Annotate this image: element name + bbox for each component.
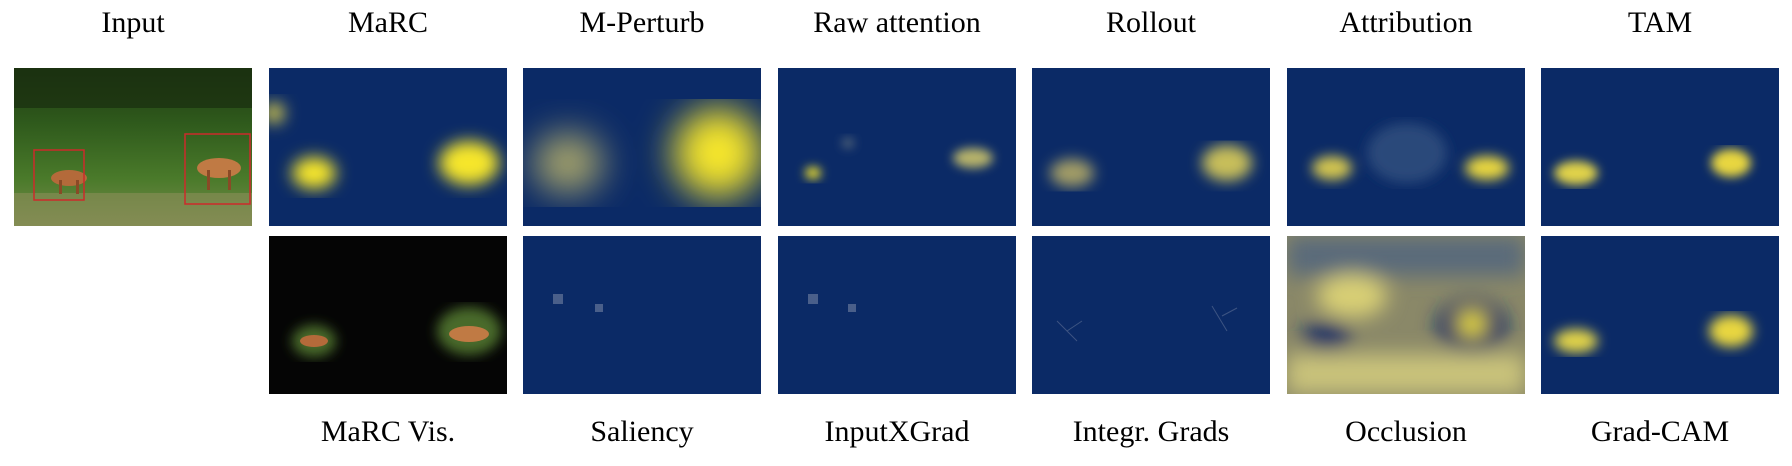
input-image <box>14 68 252 226</box>
label-input: Input <box>101 6 165 39</box>
raw-attention-heatmap <box>778 68 1016 226</box>
marc-heatmap <box>269 68 507 226</box>
integrated-grads-heatmap <box>1032 236 1270 394</box>
label-tam: TAM <box>1627 6 1693 39</box>
label-saliency: Saliency <box>590 415 694 448</box>
m-perturb-heatmap <box>523 68 761 226</box>
label-inputxgrad: InputXGrad <box>824 415 970 448</box>
grad-cam-heatmap <box>1541 236 1779 394</box>
saliency-heatmap <box>523 236 761 394</box>
label-marc: MaRC <box>347 6 428 39</box>
attribution-heatmap <box>1287 68 1525 226</box>
rollout-heatmap <box>1032 68 1270 226</box>
label-marc-vis: MaRC Vis. <box>320 415 456 448</box>
label-rollout: Rollout <box>1105 6 1196 39</box>
occlusion-heatmap <box>1287 236 1525 394</box>
label-occlusion: Occlusion <box>1345 415 1467 448</box>
label-attribution: Attribution <box>1339 6 1473 39</box>
label-integr-grads: Integr. Grads <box>1072 415 1230 448</box>
label-grad-cam: Grad-CAM <box>1590 415 1730 448</box>
tam-heatmap <box>1541 68 1779 226</box>
label-m-perturb: M-Perturb <box>579 6 705 39</box>
inputxgrad-heatmap <box>778 236 1016 394</box>
marc-vis-image <box>269 236 507 394</box>
label-raw-attention: Raw attention <box>813 6 981 39</box>
